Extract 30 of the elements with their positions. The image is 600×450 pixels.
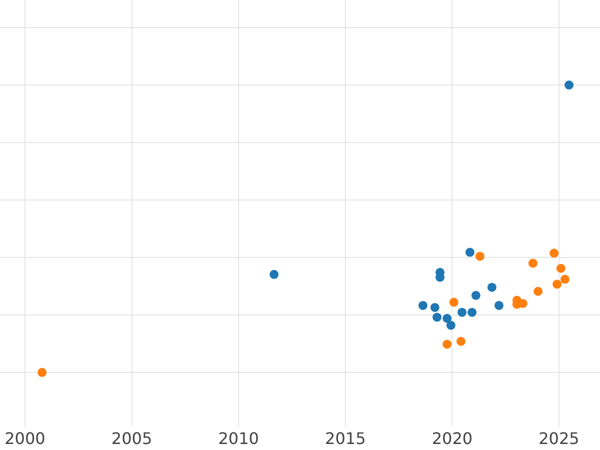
point [468, 308, 477, 317]
x-tick-label: 2025 [538, 429, 580, 448]
point [560, 274, 570, 284]
point [446, 320, 456, 330]
x-tick-label: 2005 [111, 429, 152, 448]
point [550, 248, 559, 258]
point [430, 302, 440, 312]
x-tick-label: 2015 [325, 429, 366, 448]
point [534, 286, 543, 296]
point [465, 248, 474, 257]
x-tick-label: 2000 [4, 429, 46, 448]
point [38, 368, 47, 377]
point [449, 298, 458, 307]
point [556, 264, 566, 273]
point [487, 282, 496, 292]
point [442, 314, 452, 323]
point [442, 340, 452, 349]
point [458, 308, 467, 317]
point [494, 300, 504, 310]
point [564, 80, 574, 90]
point [270, 270, 279, 279]
point [418, 300, 428, 310]
point [456, 336, 466, 346]
x-tick-label: 2010 [218, 429, 259, 448]
point [471, 290, 480, 300]
point [552, 280, 562, 289]
x-tick-label: 2020 [432, 429, 473, 448]
point [432, 312, 442, 322]
point [475, 252, 484, 261]
point [528, 258, 538, 268]
